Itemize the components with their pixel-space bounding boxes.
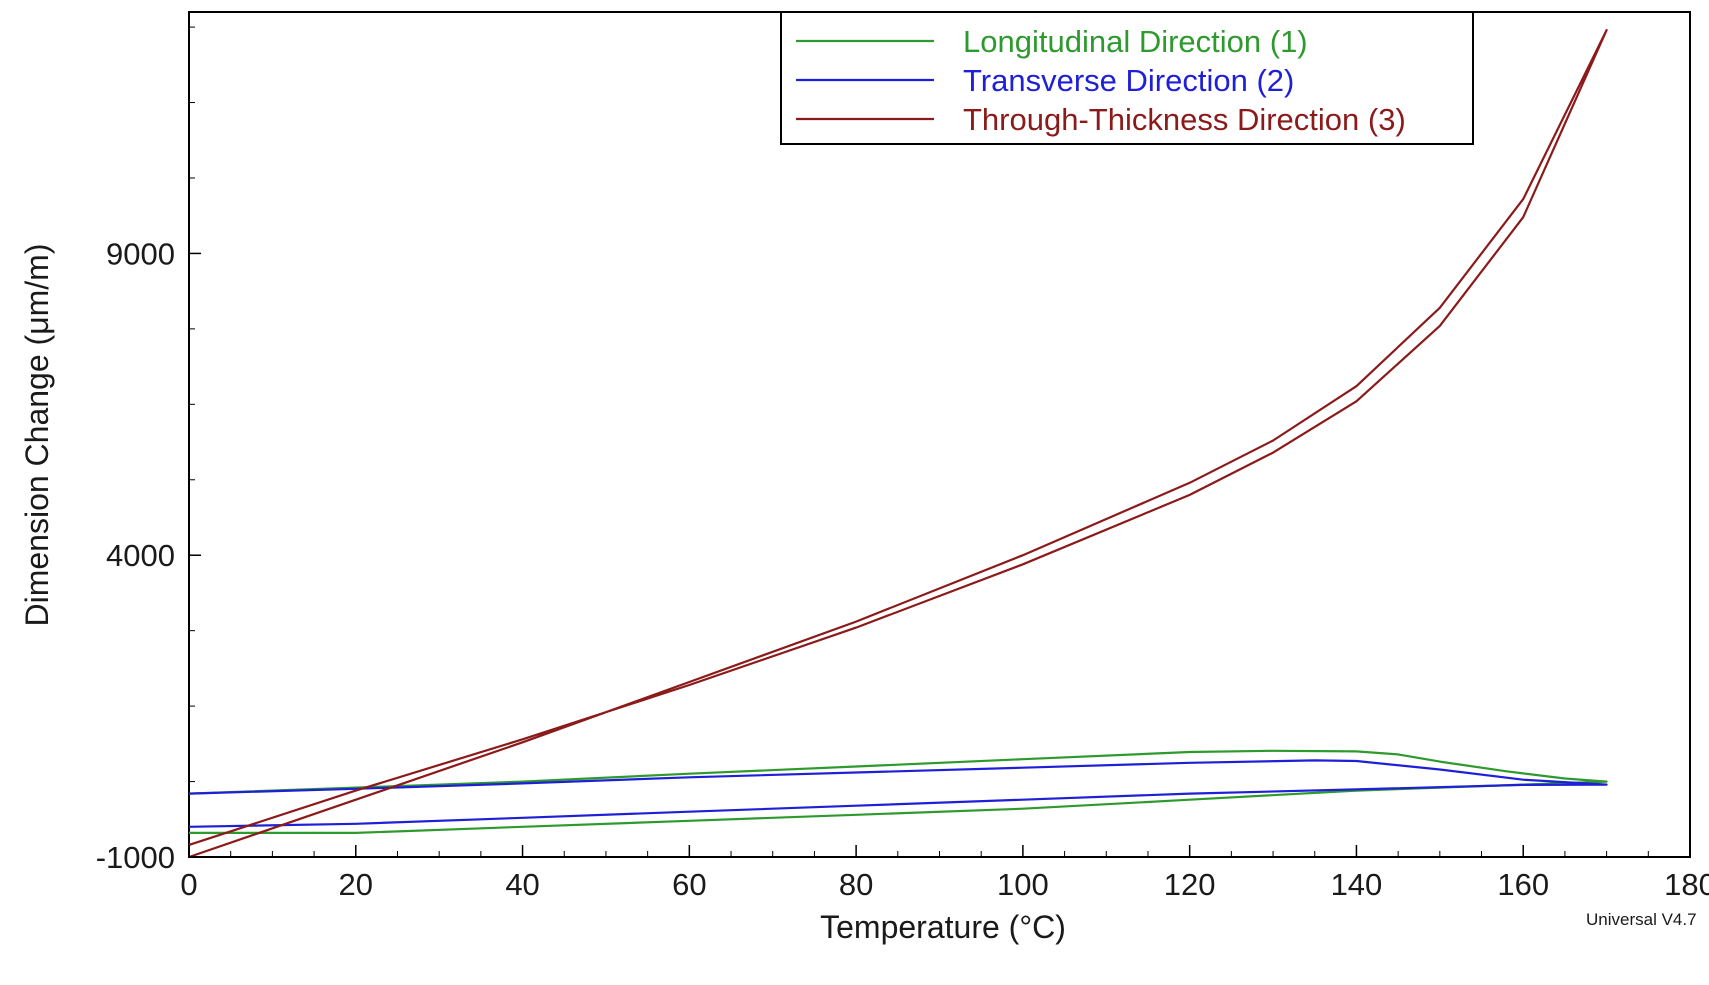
x-tick-label: 100 [997, 867, 1049, 902]
x-axis-label: Temperature (°C) [820, 909, 1066, 945]
y-tick-label: 9000 [106, 236, 175, 271]
legend-label-3: Through-Thickness Direction (3) [963, 102, 1406, 137]
y-tick-label: 4000 [106, 538, 175, 573]
series-line-2 [188, 759, 1608, 828]
x-tick-label: 80 [839, 867, 873, 902]
x-tick-label: 60 [672, 867, 706, 902]
x-tick-label: 20 [339, 867, 373, 902]
x-tick-label: 160 [1497, 867, 1549, 902]
series-lines [188, 29, 1608, 859]
legend-label-1: Longitudinal Direction (1) [963, 24, 1308, 59]
x-axis: 0 20 40 60 80 100 120 140 160 180 [180, 845, 1709, 902]
x-tick-label: 140 [1331, 867, 1383, 902]
x-tick-label: 180 [1664, 867, 1709, 902]
x-tick-label: 120 [1164, 867, 1216, 902]
x-tick-label: 40 [505, 867, 539, 902]
series-line-1 [188, 749, 1608, 835]
software-version-label: Universal V4.7 [1586, 910, 1697, 929]
legend: Longitudinal Direction (1) Transverse Dir… [780, 11, 1474, 145]
y-axis: -1000 4000 9000 [96, 26, 201, 875]
legend-label-2: Transverse Direction (2) [963, 63, 1294, 98]
y-tick-label: -1000 [96, 840, 175, 875]
y-axis-label: Dimension Change (μm/m) [19, 244, 55, 627]
legend-box [780, 11, 1474, 145]
series-line-3 [188, 29, 1608, 859]
x-tick-label: 0 [180, 867, 197, 902]
